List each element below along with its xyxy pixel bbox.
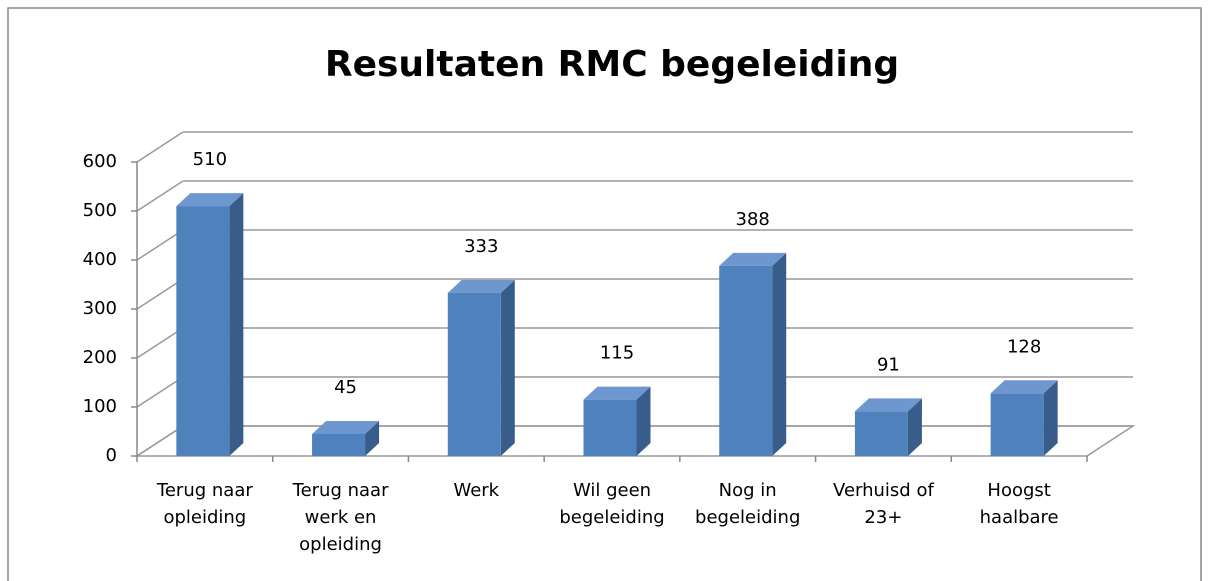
wall-grid-line [136, 327, 184, 359]
bar [583, 386, 651, 456]
y-tick-label: 200 [83, 347, 117, 368]
x-tick-label: Terug naar opleiding [156, 480, 253, 528]
bar-top [854, 398, 922, 412]
value-label: 128 [1007, 336, 1041, 357]
chart-title: Resultaten RMC begeleiding [325, 44, 899, 85]
x-tick-label: Hoogst haalbare [979, 480, 1059, 528]
wall-grid-line [136, 425, 184, 457]
value-label: 115 [600, 343, 634, 364]
bar-side [772, 252, 787, 456]
bar-top [312, 420, 380, 434]
bar-top [583, 386, 651, 400]
y-tick-label: 600 [83, 151, 117, 172]
y-tick-label: 400 [83, 249, 117, 270]
bar-side [365, 420, 380, 456]
x-tick-label: Terug naar werk en opleiding [292, 480, 389, 555]
y-tick-label: 0 [106, 445, 117, 466]
bar [990, 380, 1058, 456]
wall-grid-line [136, 180, 184, 212]
bar-front [990, 393, 1044, 456]
bar-top [447, 279, 515, 293]
wall-grid-line [136, 229, 184, 261]
bar [447, 279, 515, 456]
value-label: 45 [334, 377, 357, 398]
bar [176, 193, 244, 456]
bar [719, 252, 787, 456]
bar-top [719, 252, 787, 266]
bar-side [636, 386, 651, 456]
bar-top [176, 193, 244, 207]
wall-grid-line [136, 376, 184, 408]
bar-front [176, 206, 230, 456]
bar-side [1043, 380, 1058, 456]
bar-front [447, 292, 501, 456]
bar-front [583, 399, 637, 456]
x-tick-label: Werk [453, 480, 500, 501]
bar-front [854, 411, 908, 456]
value-label: 510 [193, 149, 227, 170]
bar-side [907, 398, 922, 456]
x-tick-label: Wil geen begeleiding [559, 480, 665, 528]
x-tick-label: Verhuisd of 23+ [833, 480, 934, 528]
wall-grid-line [136, 278, 184, 310]
bar-side [229, 193, 244, 456]
y-tick-label: 500 [83, 200, 117, 221]
y-tick-label: 300 [83, 298, 117, 319]
wall-grid-line [136, 131, 184, 163]
y-tick-label: 100 [83, 396, 117, 417]
x-tick-label: Nog in begeleiding [695, 480, 801, 528]
bar-side [500, 279, 515, 456]
bar-top [990, 380, 1058, 394]
value-label: 333 [464, 236, 498, 257]
bar [854, 398, 922, 456]
value-label: 91 [877, 354, 900, 375]
value-label: 388 [736, 209, 770, 230]
bar-front [312, 433, 366, 456]
bar-front [719, 265, 773, 456]
bar [312, 420, 380, 456]
